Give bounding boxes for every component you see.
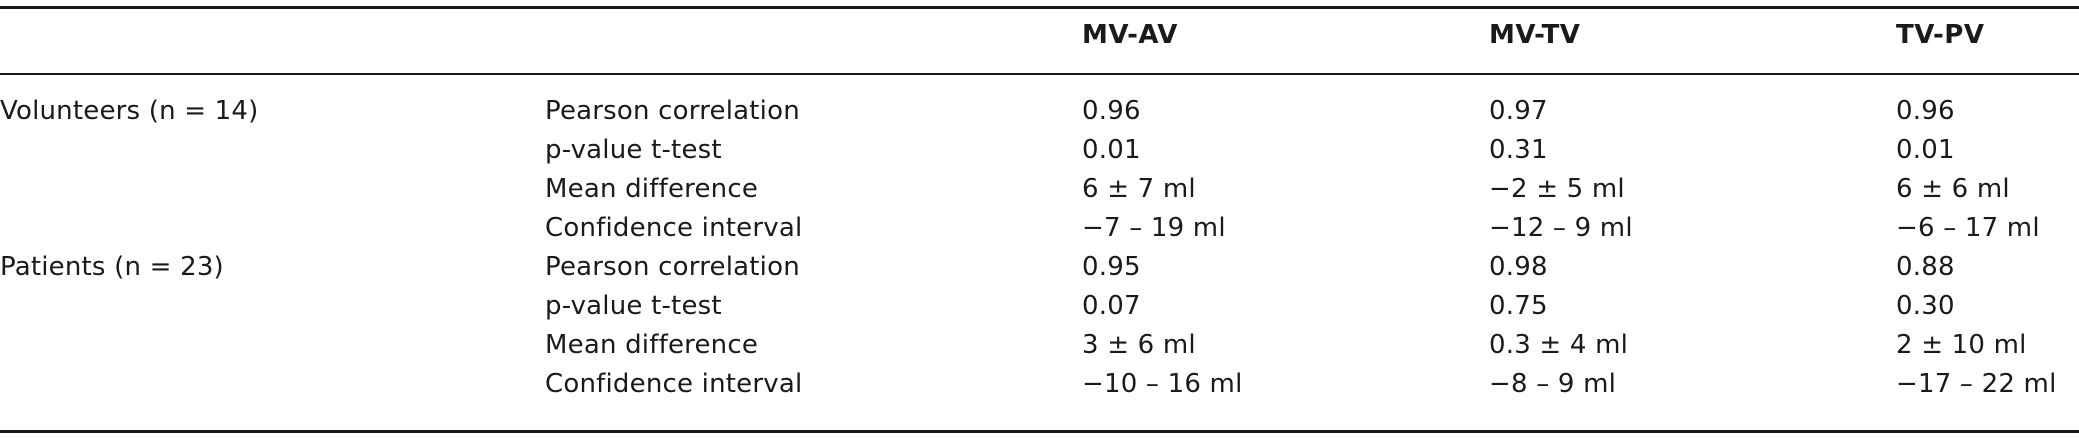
table-top-rule: [0, 6, 2079, 9]
row-label: Confidence interval: [545, 369, 803, 399]
row-label: p-value t-test: [545, 135, 722, 165]
table-cell: 0.98: [1489, 252, 1548, 282]
table-cell: 0.97: [1489, 96, 1548, 126]
table-cell: −6 – 17 ml: [1896, 213, 2040, 243]
table-cell: 0.96: [1896, 96, 1955, 126]
row-label: Mean difference: [545, 330, 759, 360]
table-cell: 0.01: [1896, 135, 1955, 165]
column-header-mv-tv: MV-TV: [1489, 20, 1581, 50]
table-cell: 0.01: [1082, 135, 1141, 165]
table-cell: −12 – 9 ml: [1489, 213, 1633, 243]
table-cell: −7 – 19 ml: [1082, 213, 1226, 243]
row-label: Pearson correlation: [545, 252, 800, 282]
group-label-volunteers: Volunteers (n = 14): [0, 96, 259, 126]
table-cell: 3 ± 6 ml: [1082, 330, 1196, 360]
table-cell: −2 ± 5 ml: [1489, 174, 1625, 204]
table-cell: 0.3 ± 4 ml: [1489, 330, 1629, 360]
row-label: Pearson correlation: [545, 96, 800, 126]
table-cell: 0.07: [1082, 291, 1141, 321]
table-cell: 2 ± 10 ml: [1896, 330, 2027, 360]
table-header-rule: [0, 73, 2079, 75]
table-bottom-rule: [0, 430, 2079, 433]
group-label-patients: Patients (n = 23): [0, 252, 224, 282]
table-cell: 6 ± 6 ml: [1896, 174, 2010, 204]
row-label: p-value t-test: [545, 291, 722, 321]
table-cell: 0.88: [1896, 252, 1955, 282]
table-cell: 0.30: [1896, 291, 1955, 321]
column-header-mv-av: MV-AV: [1082, 20, 1178, 50]
table-cell: 0.96: [1082, 96, 1141, 126]
table-cell: 0.95: [1082, 252, 1141, 282]
table-cell: −17 – 22 ml: [1896, 369, 2057, 399]
row-label: Mean difference: [545, 174, 759, 204]
column-header-tv-pv: TV-PV: [1896, 20, 1985, 50]
table-cell: −10 – 16 ml: [1082, 369, 1243, 399]
table-cell: 6 ± 7 ml: [1082, 174, 1196, 204]
table-cell: 0.31: [1489, 135, 1548, 165]
table-cell: −8 – 9 ml: [1489, 369, 1617, 399]
table-cell: 0.75: [1489, 291, 1548, 321]
row-label: Confidence interval: [545, 213, 803, 243]
